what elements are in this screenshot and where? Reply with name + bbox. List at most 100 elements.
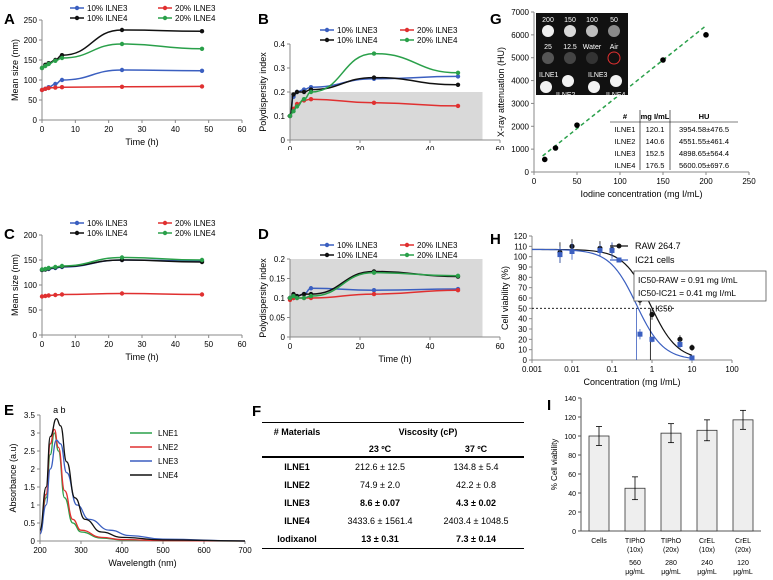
x-tick-label: 60 bbox=[238, 125, 247, 134]
concentration-label: μg/mL bbox=[733, 569, 753, 576]
y-tick-label: 100 bbox=[564, 434, 576, 441]
data-point bbox=[287, 295, 293, 301]
y-axis-label: X-ray attenuation (HU) bbox=[496, 47, 506, 137]
y-tick-label: 0 bbox=[572, 529, 576, 536]
data-point bbox=[569, 249, 575, 254]
y-tick-label: 0.2 bbox=[274, 255, 286, 264]
table-cell-material: ILNE1 bbox=[284, 462, 310, 472]
data-point bbox=[119, 41, 125, 47]
data-point bbox=[371, 270, 377, 275]
y-tick-label: 100 bbox=[24, 76, 38, 85]
data-point bbox=[199, 46, 205, 51]
phantom-well bbox=[608, 25, 620, 37]
legend-label: LNE3 bbox=[158, 457, 179, 466]
table-row: ILNE1 212.6 ± 12.5 134.8 ± 5.4 bbox=[262, 457, 524, 476]
bar bbox=[588, 435, 610, 532]
x-tick-label: 200 bbox=[699, 177, 713, 186]
x-tick-label: 20 bbox=[356, 342, 365, 351]
data-point bbox=[199, 257, 205, 263]
y-tick-label: 60 bbox=[518, 294, 527, 303]
x-tick-label: 10 bbox=[71, 125, 80, 134]
y-tick-label: 5000 bbox=[511, 54, 529, 63]
x-axis-label: Time (h) bbox=[378, 354, 411, 364]
y-axis-label: Cell viability (%) bbox=[500, 266, 510, 330]
data-point bbox=[637, 331, 643, 337]
phantom-well bbox=[588, 81, 600, 93]
legend-marker bbox=[324, 252, 330, 258]
x-tick-label: 50 bbox=[204, 125, 213, 134]
legend-label: 20% ILNE4 bbox=[175, 229, 216, 238]
y-tick-label: 250 bbox=[24, 16, 38, 25]
inset-label: 25 bbox=[544, 44, 552, 51]
inset-label: ILNE4 bbox=[606, 92, 626, 99]
x-tick-label: 0 bbox=[40, 125, 45, 134]
data-point bbox=[39, 267, 45, 272]
phantom-well bbox=[542, 52, 554, 64]
data-point bbox=[59, 77, 65, 83]
x-tick-label: 60 bbox=[496, 342, 505, 351]
y-tick-label: 120 bbox=[564, 415, 576, 422]
y-tick-label: 150 bbox=[24, 256, 38, 265]
data-point bbox=[294, 295, 300, 301]
panel-h-viability-chart: H0.001 0.01 0.1 1 10 100010203040506070809010… bbox=[490, 231, 767, 387]
data-point bbox=[53, 58, 58, 63]
y-tick-label: 3 bbox=[31, 429, 36, 438]
series-line bbox=[41, 43, 203, 69]
table-cell-viscosity: 7.3 ± 0.14 bbox=[456, 534, 496, 544]
data-point bbox=[43, 63, 48, 69]
panel-letter: C bbox=[4, 226, 15, 243]
y-tick-label: 0.1 bbox=[274, 294, 286, 303]
legend-label: 10% ILNE3 bbox=[337, 241, 378, 250]
table-cell-viscosity: 8.6 ± 0.07 bbox=[360, 498, 400, 508]
table-header-37c: 37 ºC bbox=[464, 444, 488, 454]
bar bbox=[732, 419, 754, 532]
legend-label: LNE4 bbox=[158, 471, 179, 480]
table-cell-viscosity: 4.3 ± 0.02 bbox=[456, 498, 496, 508]
x-tick-label: 50 bbox=[204, 340, 213, 349]
phantom-well bbox=[564, 25, 576, 37]
concentration-label: μg/mL bbox=[697, 569, 717, 576]
y-tick-label: 50 bbox=[518, 304, 527, 313]
x-tick-label: 700 bbox=[238, 546, 252, 555]
phantom-well bbox=[562, 75, 574, 87]
category-label: (10x) bbox=[627, 547, 643, 554]
table-cell: 4898.65±564.4 bbox=[679, 149, 729, 158]
category-label: CrEL bbox=[735, 538, 751, 545]
y-tick-label: 80 bbox=[568, 453, 576, 460]
x-tick-label: 60 bbox=[496, 145, 505, 150]
ic21-fit-curve bbox=[531, 248, 693, 359]
inset-label: 100 bbox=[586, 17, 598, 24]
data-point bbox=[455, 74, 461, 79]
y-tick-label: 140 bbox=[564, 396, 576, 403]
table-cell: ILNE2 bbox=[615, 137, 636, 146]
data-point bbox=[677, 342, 683, 347]
phantom-well bbox=[586, 25, 598, 37]
category-label: Cells bbox=[591, 538, 607, 545]
legend-label: 10% ILNE4 bbox=[337, 36, 378, 45]
bar bbox=[660, 432, 682, 532]
data-point bbox=[43, 86, 48, 92]
data-point bbox=[301, 97, 307, 102]
y-tick-label: 1.5 bbox=[24, 483, 36, 492]
data-point bbox=[39, 294, 45, 299]
legend-marker bbox=[162, 15, 168, 21]
table-row: ILNE4 3433.6 ± 1561.4 2403.4 ± 1048.5 bbox=[262, 512, 524, 530]
y-tick-label: 110 bbox=[514, 242, 527, 251]
concentration-label: 560 bbox=[629, 560, 641, 567]
y-tick-label: 50 bbox=[28, 306, 37, 315]
data-point bbox=[455, 273, 461, 278]
x-axis-label: Concentration (mg I/mL) bbox=[583, 377, 680, 387]
x-tick-label: 20 bbox=[356, 145, 365, 150]
data-point bbox=[53, 81, 58, 87]
inset-label: 200 bbox=[542, 17, 554, 24]
x-tick-label: 0 bbox=[288, 145, 293, 150]
data-point bbox=[371, 75, 377, 80]
panel-letter: A bbox=[4, 11, 15, 28]
x-tick-label: 50 bbox=[573, 177, 582, 186]
x-tick-label: 10 bbox=[71, 340, 80, 349]
x-tick-label: 60 bbox=[238, 340, 247, 349]
inset-label: Air bbox=[610, 44, 619, 51]
y-axis-label: Polydispersity index bbox=[258, 258, 268, 338]
y-axis-label: Polydispersity index bbox=[258, 52, 268, 132]
legend-label: 20% ILNE3 bbox=[175, 219, 216, 228]
